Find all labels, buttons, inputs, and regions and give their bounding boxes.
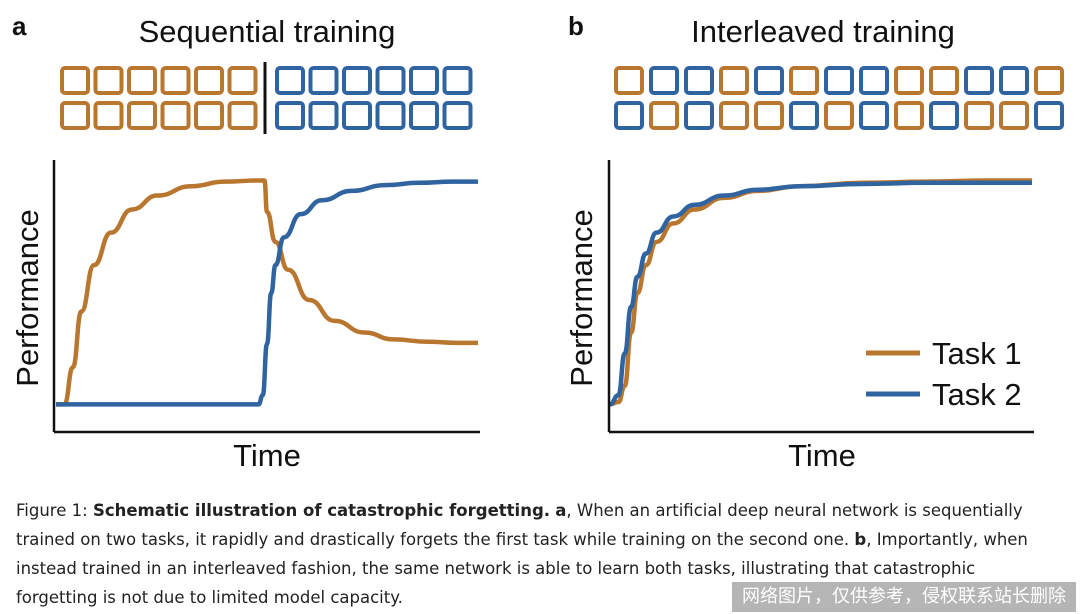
task1-block [194,101,224,130]
task1-block [160,66,191,95]
panel-a-title: Sequential training [139,14,396,49]
panel-b-training-blocks [614,66,1064,130]
caption-letter-a: a [555,501,567,520]
task2-block [964,66,994,95]
caption-part1: , When an artificial deep neural network… [16,501,1023,549]
task1-block [1034,66,1064,95]
panel-b-title: Interleaved training [691,14,955,49]
series-line-2 [56,179,478,407]
panel-b-plot [607,160,1034,434]
task1-block [754,101,784,130]
task2-block [308,66,339,95]
task1-block [894,66,924,95]
panel-b: b Interleaved training Time Performance … [564,11,1064,473]
caption-bold-title: Schematic illustration of catastrophic f… [92,501,551,520]
task1-block [894,101,924,130]
task2-block [275,101,305,130]
figure-caption: Figure 1: Schematic illustration of cata… [16,496,1046,612]
task2-block [684,66,714,95]
task2-block [789,101,819,130]
task1-block [649,101,679,130]
task2-block [754,66,784,95]
task2-block [409,101,439,130]
task1-block [719,101,749,130]
task2-block [999,66,1029,95]
task1-block [614,66,644,95]
task2-block [684,101,714,130]
task2-block [859,101,889,130]
task2-block [929,101,959,130]
watermark: 网络图片，仅供参考，侵权联系站长删除 [732,582,1076,612]
task1-block [227,101,258,130]
task1-block [964,101,994,130]
panel-a-letter: a [12,11,27,41]
task2-block [375,66,406,95]
caption-part2: , Importantly, when instead trained in a… [16,530,1028,607]
task2-block [649,66,679,95]
caption-letter-b: b [854,530,867,549]
task2-block [409,66,439,95]
task1-block [93,66,124,95]
caption-prefix: Figure 1: [16,501,93,520]
task1-block [127,101,157,130]
series-line-2 [609,180,1032,407]
panel-a-xlabel: Time [233,438,301,473]
task1-block [719,66,749,95]
task2-block [275,66,305,95]
figure: a Sequential training Time Performance b… [10,11,1064,473]
task2-block [614,101,644,130]
task2-block [859,66,889,95]
panel-a-ylabel: Performance [10,209,45,386]
task2-block [342,66,372,95]
panel-a-plot [52,160,480,434]
task1-block [60,101,90,130]
task2-block [375,101,406,130]
panel-b-letter: b [568,11,584,41]
legend-label-task2: Task 2 [932,377,1022,412]
task2-block [342,101,372,130]
task2-block [442,66,473,95]
legend-label-task1: Task 1 [932,336,1022,371]
task2-block [308,101,339,130]
task1-block [60,66,90,95]
task1-block [194,66,224,95]
task2-block [442,101,473,130]
task1-block [160,101,191,130]
panel-b-ylabel: Performance [564,209,599,386]
task1-block [929,66,959,95]
task2-block [1034,101,1064,130]
panel-a: a Sequential training Time Performance [10,11,480,473]
task1-block [127,66,157,95]
task2-block [824,66,854,95]
panel-a-training-blocks [60,62,473,134]
task1-block [227,66,258,95]
legend: Task 1 Task 2 [866,336,1022,412]
task1-block [93,101,124,130]
task1-block [789,66,819,95]
series-line-1 [56,178,478,407]
task1-block [824,101,854,130]
task1-block [999,101,1029,130]
panel-b-xlabel: Time [788,438,856,473]
